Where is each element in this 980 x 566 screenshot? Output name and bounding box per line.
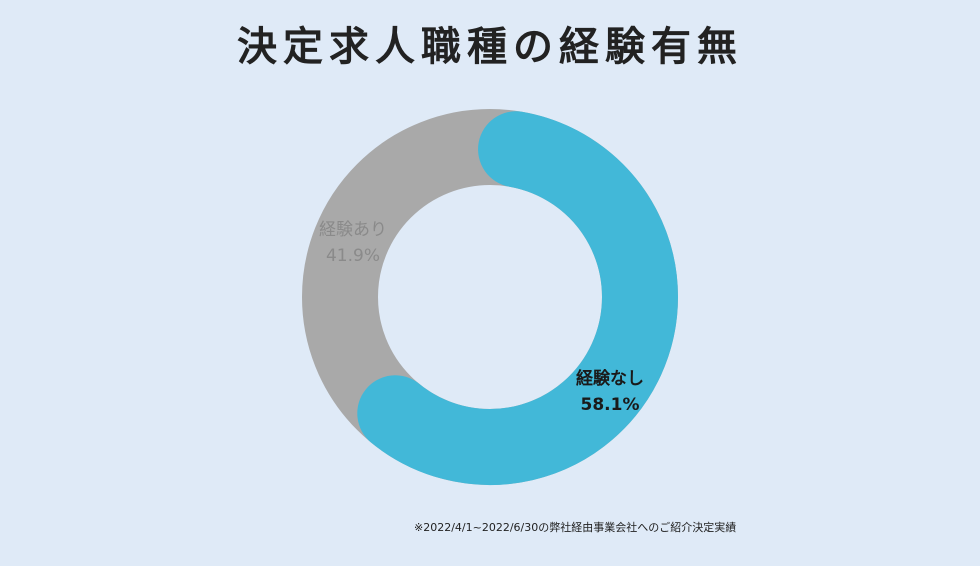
footnote: ※2022/4/1~2022/6/30の弊社経由事業会社へのご紹介決定実績 [414,521,737,534]
slice-value-experience: 41.9% [325,246,380,266]
chart-title: 決定求人職種の経験有無 [237,24,743,70]
slice-label-no-experience: 経験なし 58.1% [560,366,660,418]
slice-no-experience [357,111,678,485]
slice-value-no-experience: 58.1% [580,395,640,415]
slice-category-no-experience: 経験なし [576,369,644,389]
slice-label-experience: 経験あり 41.9% [303,217,403,269]
slice-category-experience: 経験あり [319,220,387,240]
